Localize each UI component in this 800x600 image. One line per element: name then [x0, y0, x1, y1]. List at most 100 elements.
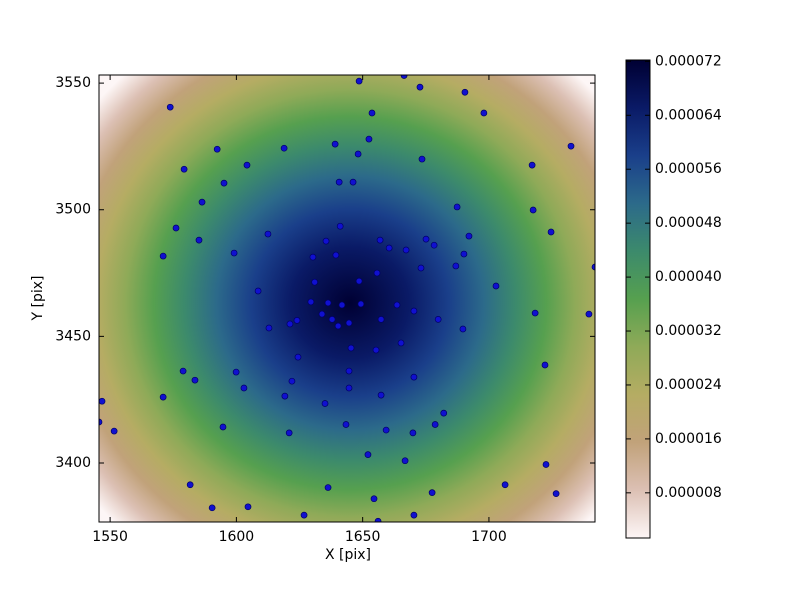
point	[370, 495, 378, 503]
y-tick-label: 3450	[55, 328, 91, 344]
point	[99, 397, 106, 405]
colorbar	[625, 59, 651, 539]
x-axis-label: X [pix]	[325, 547, 371, 563]
point	[309, 253, 317, 261]
point	[416, 83, 424, 91]
point	[465, 232, 473, 240]
point	[365, 135, 373, 143]
point	[232, 368, 240, 376]
x-tick-label: 1600	[219, 529, 255, 545]
point	[428, 489, 436, 496]
point	[318, 310, 326, 318]
point	[347, 344, 355, 352]
point	[280, 144, 288, 152]
point	[422, 235, 430, 243]
point	[331, 140, 339, 148]
point	[552, 490, 560, 497]
point	[585, 310, 593, 318]
point	[285, 429, 293, 437]
point	[410, 307, 418, 315]
point	[410, 373, 418, 381]
point	[338, 301, 346, 309]
colorbar-tick-label: 0.000032	[655, 323, 722, 339]
point	[393, 301, 401, 309]
colorbar-tick-label: 0.000016	[655, 431, 722, 447]
point	[376, 236, 384, 244]
point	[440, 409, 448, 417]
point	[324, 484, 332, 491]
point	[345, 319, 353, 327]
point	[382, 426, 390, 434]
point	[417, 264, 425, 272]
point	[172, 224, 180, 232]
point	[349, 178, 357, 186]
point	[195, 236, 203, 244]
point	[372, 346, 380, 354]
colorbar-tick-label: 0.000024	[655, 377, 722, 393]
point	[324, 299, 332, 307]
x-tick-label: 1650	[345, 529, 381, 545]
point	[385, 244, 393, 252]
point	[293, 317, 301, 324]
point	[307, 298, 315, 306]
point	[453, 203, 461, 211]
point	[286, 320, 294, 328]
point	[288, 377, 296, 385]
point	[322, 237, 330, 245]
point	[374, 517, 382, 522]
point	[198, 198, 206, 206]
point	[409, 429, 417, 437]
colorbar-tick-label: 0.000064	[655, 107, 722, 123]
point	[110, 427, 118, 435]
point	[334, 322, 342, 330]
point	[332, 251, 340, 259]
point	[355, 77, 363, 85]
point	[311, 278, 319, 286]
point	[336, 222, 344, 230]
point	[186, 481, 194, 489]
point	[294, 353, 302, 361]
point	[281, 392, 289, 400]
point	[220, 179, 228, 187]
colorbar-tick-label: 0.000072	[655, 53, 722, 69]
point	[528, 161, 536, 169]
point	[591, 263, 595, 271]
point	[213, 145, 221, 153]
point	[354, 150, 362, 158]
point	[321, 400, 329, 407]
point	[418, 155, 426, 163]
point	[328, 316, 336, 323]
density-map	[99, 75, 595, 522]
point	[480, 109, 488, 117]
y-tick-label: 3500	[55, 202, 91, 218]
point	[501, 481, 509, 489]
point	[264, 230, 272, 238]
point	[240, 384, 248, 392]
x-tick-label: 1550	[92, 529, 128, 545]
colorbar-tick-label: 0.000008	[655, 485, 722, 501]
y-tick-label: 3400	[55, 455, 91, 471]
axes-frame	[98, 74, 596, 523]
point	[452, 262, 460, 270]
point	[335, 178, 343, 186]
point	[430, 241, 438, 249]
point	[431, 421, 439, 428]
point	[364, 451, 372, 458]
point	[461, 88, 469, 96]
point	[230, 249, 238, 257]
point	[377, 316, 385, 323]
point	[357, 300, 365, 308]
point	[460, 250, 468, 258]
point	[542, 461, 550, 468]
point	[180, 165, 188, 173]
point	[402, 246, 410, 254]
point	[345, 367, 353, 375]
y-axis-label: Y [pix]	[30, 276, 46, 322]
point	[410, 511, 418, 519]
colorbar-tick-label: 0.000040	[655, 269, 722, 285]
point	[254, 287, 262, 295]
colorbar-tick-label: 0.000056	[655, 161, 722, 177]
point	[531, 309, 539, 317]
point	[166, 103, 174, 111]
